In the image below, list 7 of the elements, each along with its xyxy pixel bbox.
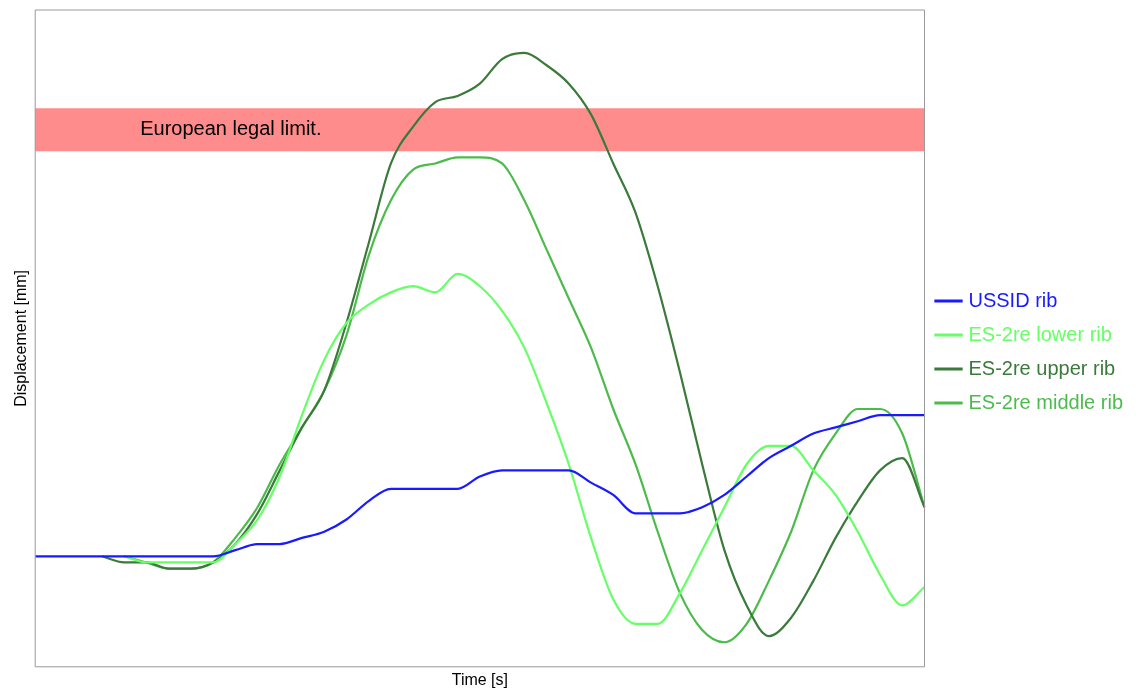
legend-label: ES-2re lower rib <box>968 322 1112 345</box>
y-axis-title: Displacement [mm] <box>12 269 30 407</box>
legend-label: ES-2re upper rib <box>968 356 1116 379</box>
x-axis-title: Time [s] <box>451 670 508 688</box>
band-label: European legal limit. <box>140 117 322 140</box>
legend-label: USSID rib <box>968 288 1058 311</box>
legend-label: ES-2re middle rib <box>968 390 1124 413</box>
